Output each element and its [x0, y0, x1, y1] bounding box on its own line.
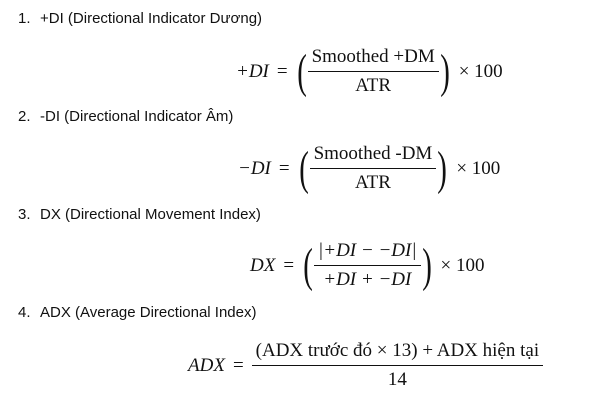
fraction: (ADX trước đó × 13) + ADX hiện tại 14: [251, 340, 544, 391]
denominator: 14: [387, 369, 407, 390]
denominator: ATR: [355, 75, 392, 96]
open-paren: (: [298, 141, 309, 195]
equals-sign: =: [276, 60, 288, 82]
close-paren: ): [439, 44, 450, 98]
formula-minus-di: −DI = ( Smoothed -DM ATR ) × 100: [238, 143, 500, 194]
item-number: 2.: [18, 108, 31, 125]
equals-sign: =: [278, 157, 290, 179]
close-paren: ): [421, 238, 432, 292]
fraction: Smoothed -DM ATR: [309, 143, 437, 194]
formula-dx: DX = ( |+DI − −DI| +DI + −DI ) × 100: [250, 240, 485, 291]
item-number: 1.: [18, 10, 31, 27]
formula-lhs: −DI: [238, 157, 271, 179]
equals-sign: =: [283, 254, 295, 276]
numerator: Smoothed +DM: [307, 46, 439, 72]
formula-adx: ADX = (ADX trước đó × 13) + ADX hiện tại 1…: [188, 340, 544, 391]
numerator: |+DI − −DI|: [314, 240, 421, 266]
formula-plus-di: +DI = ( Smoothed +DM ATR ) × 100: [236, 46, 503, 97]
open-paren: (: [303, 238, 313, 292]
heading-dx: 3. DX (Directional Movement Index): [18, 206, 261, 223]
denominator: +DI + −DI: [323, 269, 412, 290]
item-number: 3.: [18, 206, 31, 223]
numerator: Smoothed -DM: [309, 143, 437, 169]
multiplier: × 100: [458, 60, 503, 82]
item-title: DX (Directional Movement Index): [40, 206, 261, 223]
fraction: Smoothed +DM ATR: [307, 46, 439, 97]
item-title: +DI (Directional Indicator Dương): [40, 10, 263, 27]
item-number: 4.: [18, 304, 31, 321]
item-title: -DI (Directional Indicator Âm): [40, 108, 234, 125]
formula-lhs: +DI: [236, 60, 269, 82]
heading-plus-di: 1. +DI (Directional Indicator Dương): [18, 10, 262, 27]
formula-lhs: ADX: [188, 354, 225, 376]
numerator: (ADX trước đó × 13) + ADX hiện tại: [251, 340, 544, 366]
fraction: |+DI − −DI| +DI + −DI: [314, 240, 421, 291]
open-paren: (: [296, 44, 307, 98]
heading-minus-di: 2. -DI (Directional Indicator Âm): [18, 108, 233, 125]
multiplier: × 100: [456, 157, 501, 179]
denominator: ATR: [355, 172, 391, 193]
equals-sign: =: [232, 354, 244, 376]
formula-lhs: DX: [250, 254, 276, 276]
close-paren: ): [437, 141, 448, 195]
heading-adx: 4. ADX (Average Directional Index): [18, 304, 257, 321]
multiplier: × 100: [440, 254, 485, 276]
item-title: ADX (Average Directional Index): [40, 304, 257, 321]
